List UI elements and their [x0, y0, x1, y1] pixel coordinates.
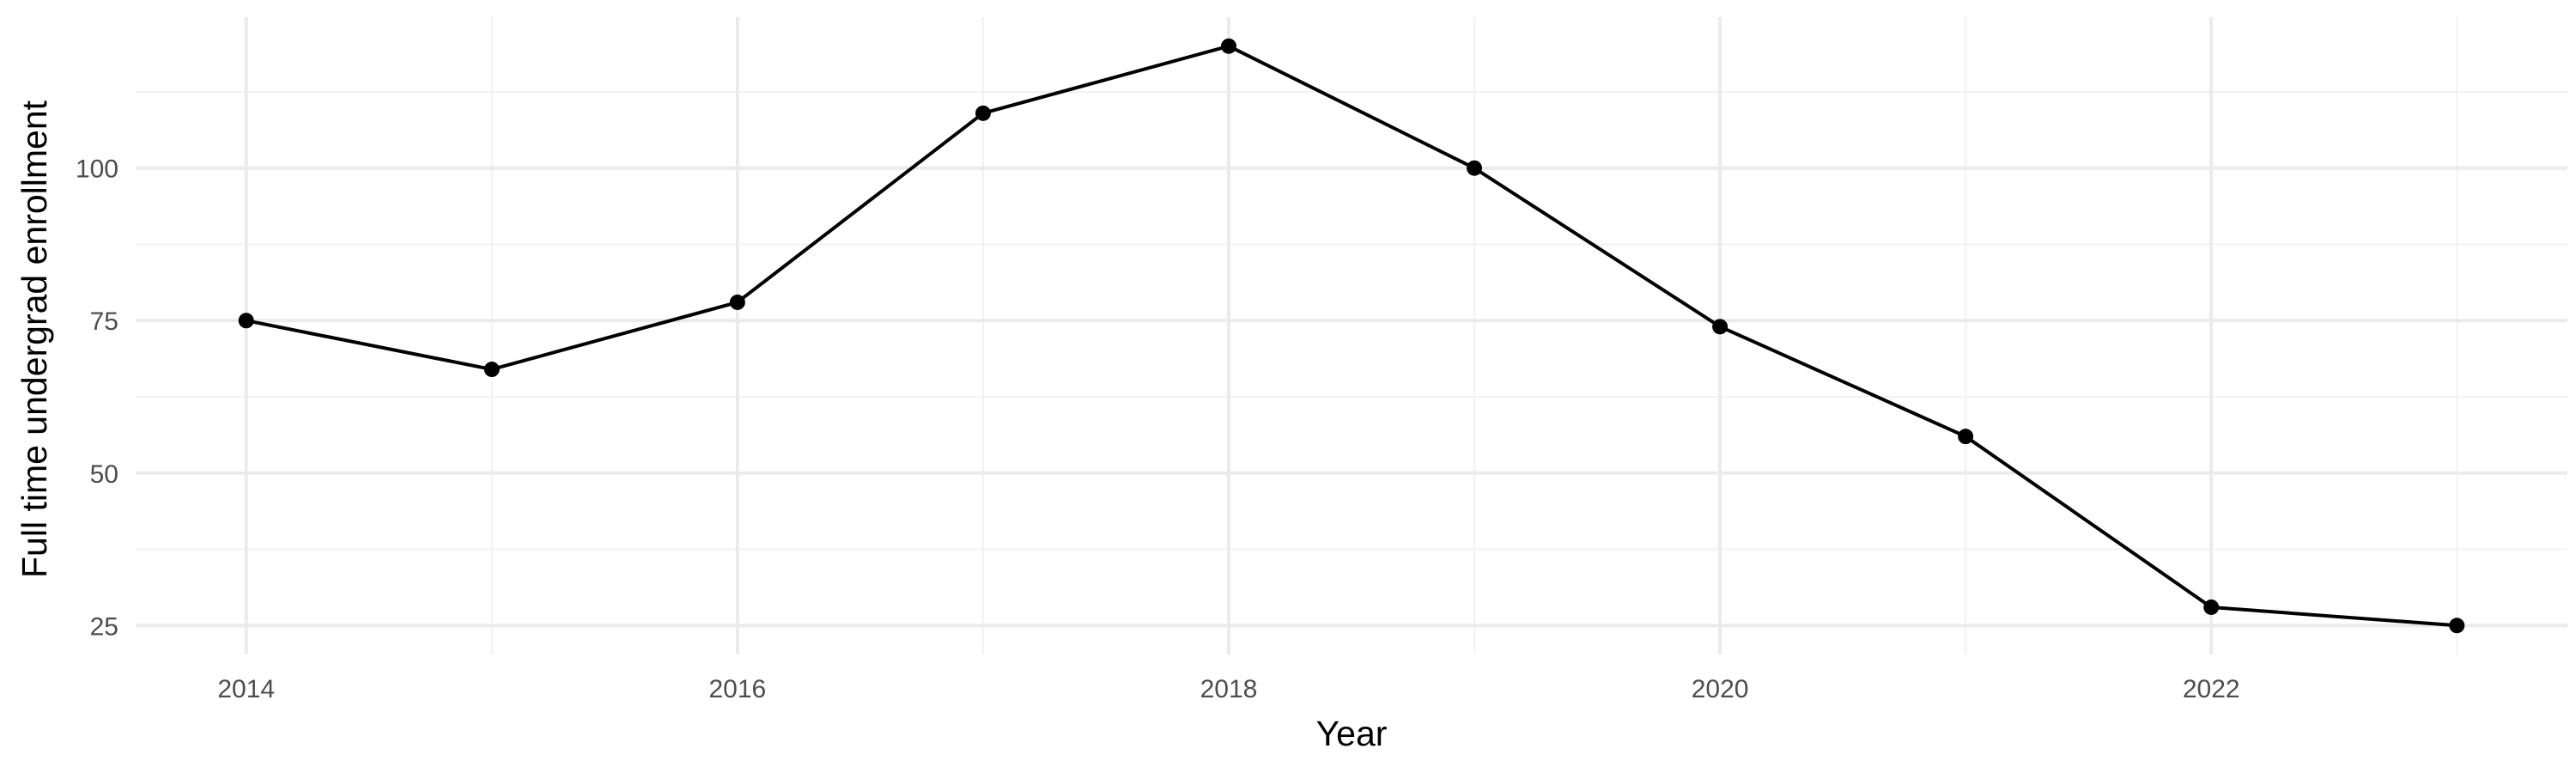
x-tick-label: 2022 [2183, 675, 2240, 703]
series-points-group [238, 38, 2465, 634]
y-tick-labels: 25 50 75 100 [76, 155, 118, 642]
data-point-2018 [1220, 38, 1236, 54]
y-tick-label: 50 [90, 460, 118, 489]
data-point-2020 [1712, 319, 1728, 335]
data-point-2023 [2449, 618, 2465, 634]
data-point-2017 [975, 105, 991, 121]
x-axis-title: Year [1316, 714, 1388, 753]
series-line-group [246, 44, 2458, 628]
minor-gridlines [136, 17, 2567, 654]
x-tick-label: 2014 [217, 675, 275, 703]
data-point-2015 [483, 362, 500, 378]
y-axis-title: Full time undergrad enrollment [15, 100, 54, 578]
x-tick-labels: 2014 2016 2018 2020 2022 [217, 675, 2239, 703]
x-tick-label: 2016 [708, 675, 766, 703]
data-point-2016 [729, 294, 745, 310]
x-tick-label: 2018 [1200, 675, 1258, 703]
y-tick-label: 25 [90, 612, 118, 641]
y-tick-label: 75 [90, 307, 118, 336]
data-point-2019 [1467, 160, 1483, 176]
data-point-2022 [2203, 599, 2220, 615]
x-tick-label: 2020 [1692, 675, 1749, 703]
major-gridlines [136, 17, 2567, 654]
series-line [246, 44, 2458, 628]
y-tick-label: 100 [76, 155, 118, 184]
data-point-2021 [1958, 429, 1974, 445]
data-point-2014 [238, 313, 254, 329]
